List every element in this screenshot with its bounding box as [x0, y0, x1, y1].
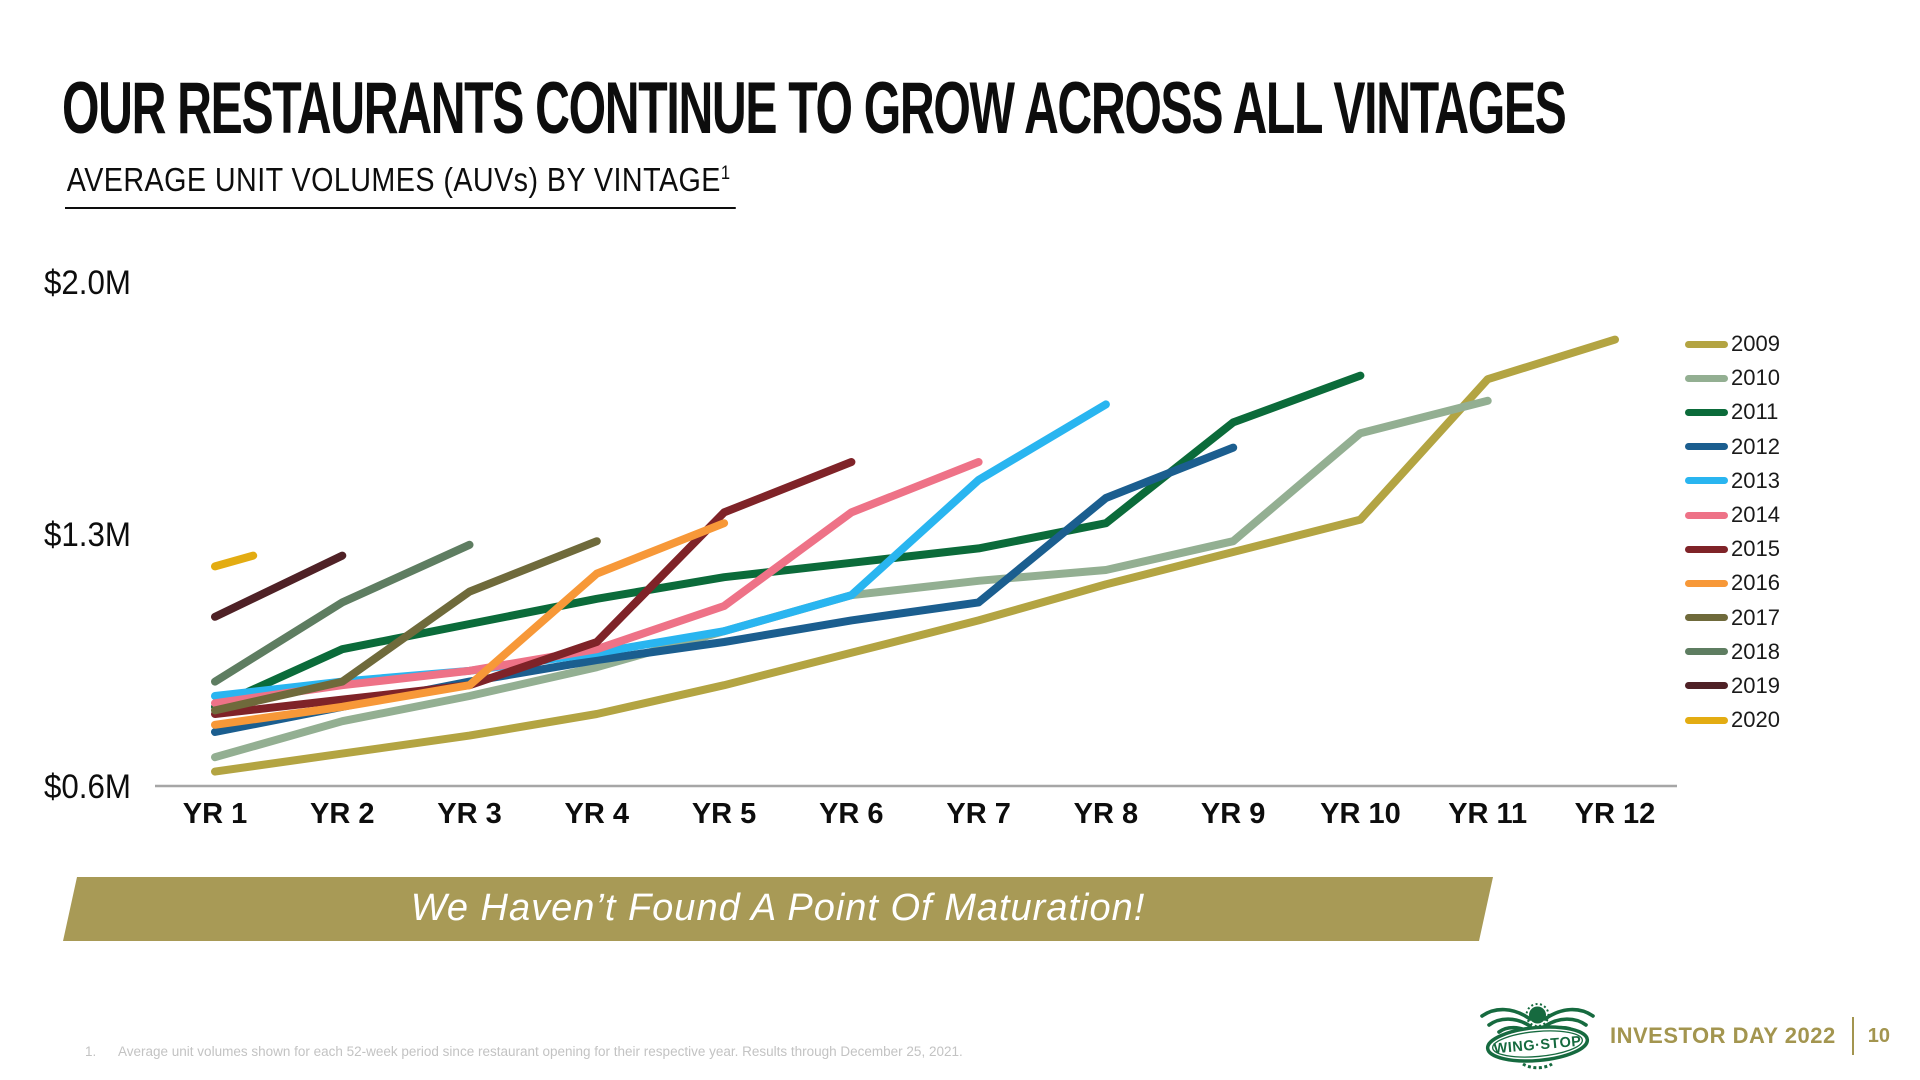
x-axis-tick-7: YR 7 [946, 798, 1011, 830]
legend-item-2020: 2020 [1685, 703, 1780, 737]
footer-brand-text: INVESTOR DAY 2022 [1609, 1023, 1836, 1048]
legend-item-2013: 2013 [1685, 464, 1780, 498]
x-axis-tick-12: YR 12 [1574, 798, 1656, 830]
takeaway-banner: We Haven’t Found A Point Of Maturation! [63, 877, 1493, 941]
series-line-2016 [211, 519, 729, 729]
footnote: 1. Average unit volumes shown for each 5… [85, 1044, 963, 1059]
x-axis-tick-5: YR 5 [691, 798, 757, 830]
legend-swatch-2019 [1685, 682, 1728, 690]
series-line-2011 [211, 371, 1365, 711]
series-line-2020 [211, 551, 258, 571]
legend-label-2010: 2010 [1731, 365, 1780, 391]
legend-label-2015: 2015 [1731, 536, 1780, 562]
series-line-2015 [211, 458, 856, 718]
legend-item-2014: 2014 [1685, 498, 1780, 532]
legend-swatch-2009 [1685, 340, 1728, 348]
legend-swatch-2013 [1685, 477, 1728, 485]
x-axis-tick-11: YR 11 [1448, 798, 1528, 830]
chart-title: AVERAGE UNIT VOLUMES (AUVs) BY VINTAGE1 [65, 161, 736, 210]
legend-label-2018: 2018 [1731, 638, 1780, 664]
footer-divider [1851, 1017, 1854, 1055]
y-axis-label-$0.6M: $0.6M [44, 768, 131, 806]
legend-item-2018: 2018 [1685, 635, 1780, 669]
legend-label-2019: 2019 [1731, 672, 1780, 698]
x-axis-tick-6: YR 6 [819, 798, 884, 830]
x-axis-tick-2: YR 2 [310, 798, 375, 830]
series-line-2019 [211, 551, 347, 621]
legend-swatch-2012 [1685, 443, 1728, 451]
y-axis-label-$2.0M: $2.0M [44, 264, 131, 302]
legend-swatch-2015 [1685, 545, 1728, 553]
legend-swatch-2020 [1685, 716, 1728, 724]
wingstop-logo-icon: WING·STOP [1480, 1003, 1595, 1070]
legend-swatch-2010 [1685, 374, 1728, 382]
legend-item-2019: 2019 [1685, 669, 1780, 703]
series-line-2017 [211, 537, 601, 715]
chart-title-text: AVERAGE UNIT VOLUMES (AUVs) BY VINTAGE [66, 161, 721, 199]
chart-title-footnote-marker: 1 [720, 163, 731, 185]
footnote-text: Average unit volumes shown for each 52-w… [118, 1044, 963, 1059]
legend-label-2012: 2012 [1731, 433, 1780, 459]
x-axis-tick-3: YR 3 [437, 798, 502, 830]
y-axis-label-$1.3M: $1.3M [44, 516, 131, 554]
legend-item-2011: 2011 [1685, 395, 1780, 429]
x-axis-tick-10: YR 10 [1320, 798, 1401, 830]
legend-swatch-2016 [1685, 579, 1728, 587]
legend-item-2009: 2009 [1685, 327, 1780, 361]
page-number: 10 [1867, 1024, 1890, 1047]
legend-item-2015: 2015 [1685, 532, 1780, 566]
x-axis-tick-1: YR 1 [182, 798, 248, 830]
legend-item-2017: 2017 [1685, 601, 1780, 635]
series-line-2009 [211, 335, 1619, 776]
legend-swatch-2014 [1685, 511, 1728, 519]
page-title: OUR RESTAURANTS CONTINUE TO GROW ACROSS … [62, 67, 1567, 149]
series-line-2010 [211, 396, 1492, 762]
takeaway-banner-text: We Haven’t Found A Point Of Maturation! [410, 887, 1146, 929]
x-axis-tick-9: YR 9 [1200, 798, 1266, 830]
legend-label-2014: 2014 [1731, 502, 1780, 528]
chart-legend: 2009 2010 2011 2012 2013 2014 2015 2016 2017 2018… [1685, 327, 1780, 737]
footer-brand-block: WING·STOP INVESTOR DAY 2022 10 [1475, 1002, 1890, 1070]
legend-item-2010: 2010 [1685, 361, 1780, 395]
legend-item-2012: 2012 [1685, 430, 1780, 464]
legend-item-2016: 2016 [1685, 566, 1780, 600]
legend-label-2016: 2016 [1731, 570, 1780, 596]
logo-rosette [1528, 1006, 1546, 1024]
footnote-number: 1. [85, 1044, 97, 1059]
legend-label-2017: 2017 [1731, 604, 1780, 630]
legend-swatch-2011 [1685, 408, 1728, 416]
legend-swatch-2018 [1685, 648, 1728, 656]
x-axis-tick-4: YR 4 [564, 798, 630, 830]
x-axis-tick-8: YR 8 [1073, 798, 1139, 830]
legend-label-2020: 2020 [1731, 707, 1780, 733]
legend-label-2013: 2013 [1731, 467, 1780, 493]
logo-wordmark: WING·STOP [1493, 1034, 1582, 1058]
legend-label-2009: 2009 [1731, 331, 1780, 357]
series-line-2018 [211, 540, 474, 686]
legend-swatch-2017 [1685, 614, 1728, 622]
legend-label-2011: 2011 [1731, 399, 1779, 425]
